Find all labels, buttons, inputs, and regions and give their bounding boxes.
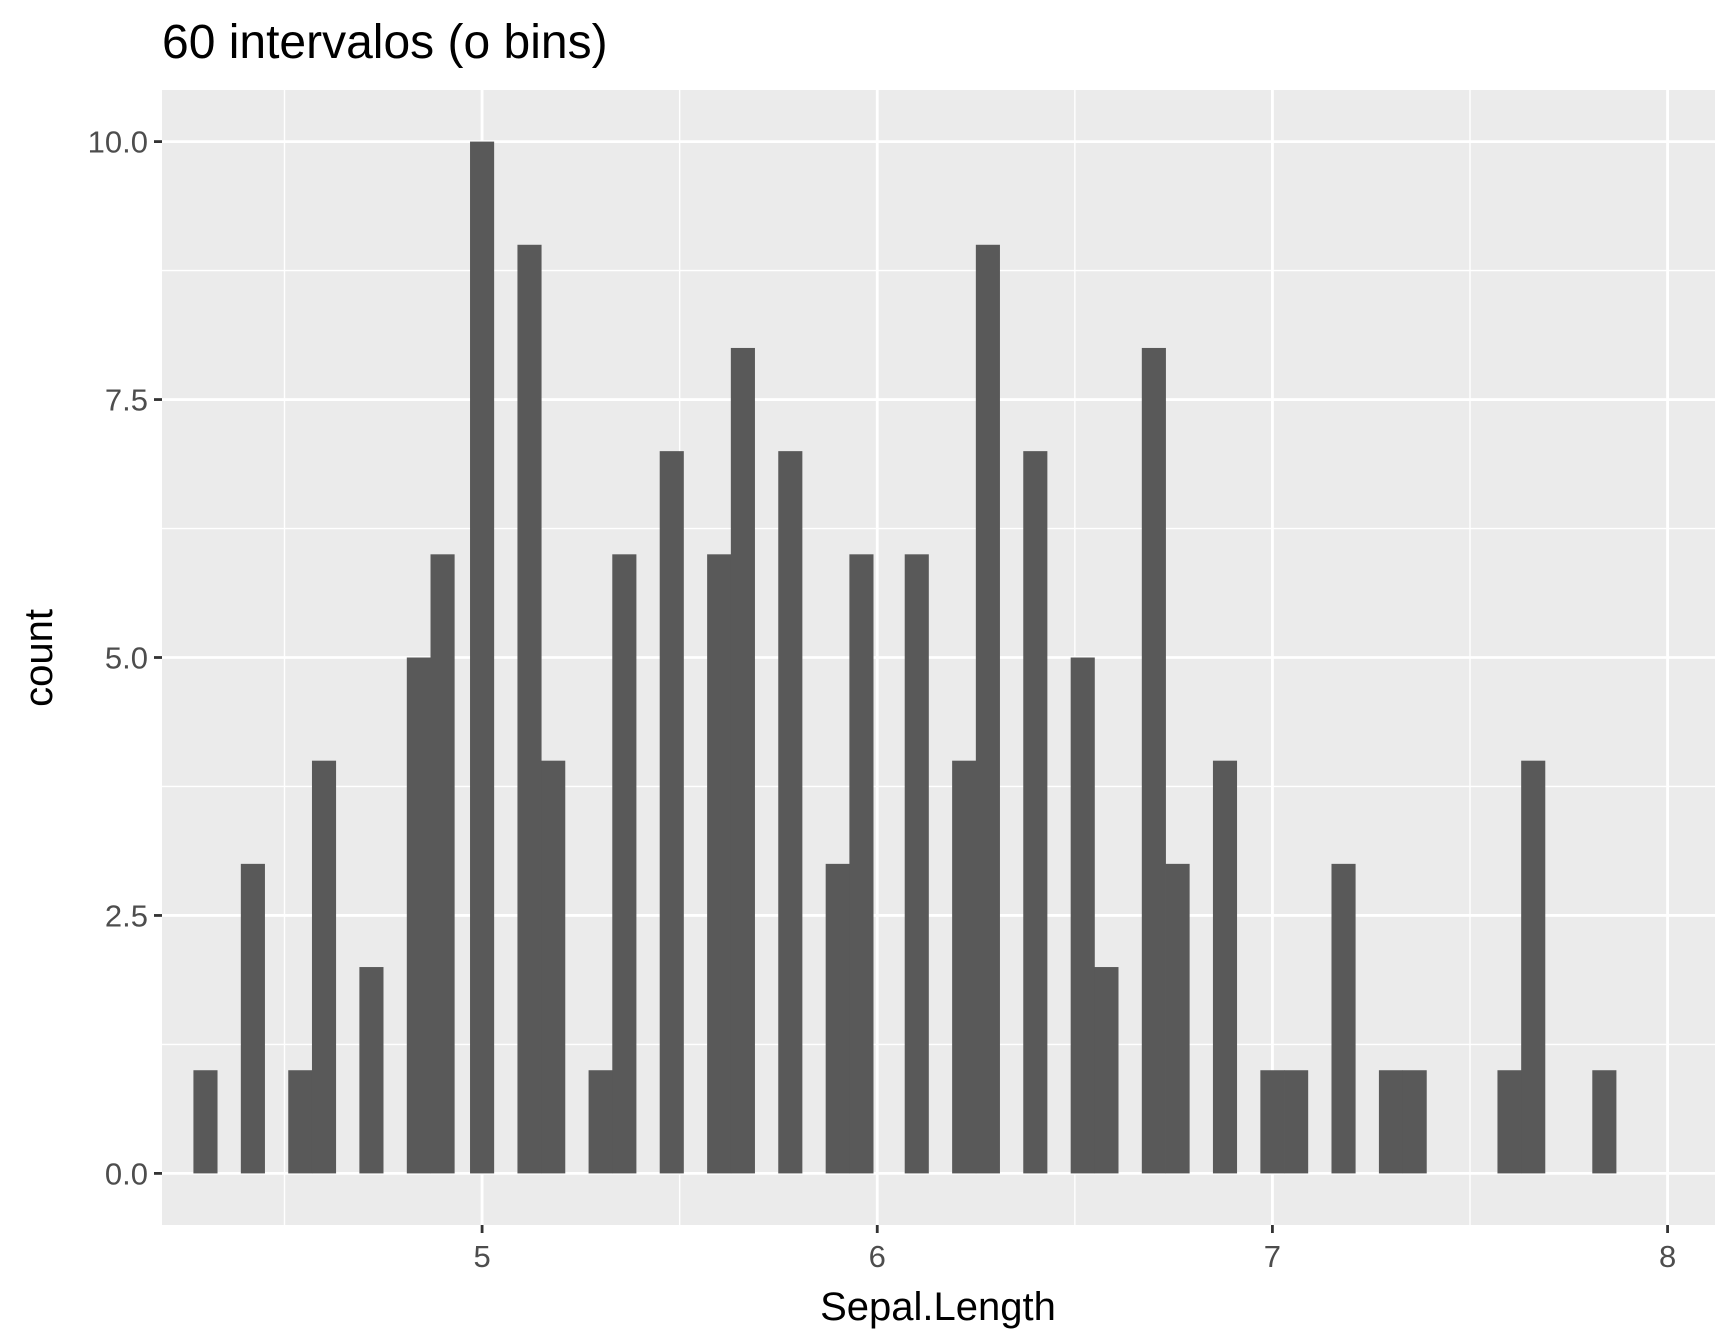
- histogram-bar: [588, 1070, 613, 1174]
- histogram-bar: [1331, 863, 1356, 1174]
- histogram-bar: [359, 967, 384, 1174]
- histogram-bar: [288, 1070, 313, 1174]
- histogram-bar: [825, 863, 850, 1174]
- histogram-bar: [1521, 760, 1546, 1174]
- axis-ticks: 5 6 7 8 0.0 2.5 5.0 7.5 10.0: [88, 125, 1677, 1274]
- histogram-bar: [778, 451, 803, 1174]
- histogram-bars: [193, 141, 1617, 1174]
- histogram-bar: [730, 347, 755, 1174]
- histogram-bar: [612, 554, 637, 1174]
- histogram-bar: [541, 760, 566, 1174]
- histogram-bar: [1378, 1070, 1404, 1174]
- histogram-bar: [707, 554, 732, 1174]
- histogram-bar: [1023, 451, 1048, 1174]
- histogram-bar: [1165, 863, 1190, 1174]
- histogram-bar: [406, 657, 431, 1174]
- y-tick-label: 0.0: [105, 1156, 148, 1191]
- y-tick-label: 2.5: [105, 898, 148, 933]
- histogram-bar: [430, 554, 455, 1174]
- histogram-bar: [1284, 1070, 1309, 1174]
- histogram-bar: [311, 760, 337, 1174]
- x-axis-title: Sepal.Length: [820, 1285, 1056, 1329]
- histogram-bar: [1592, 1070, 1617, 1174]
- x-tick-label: 8: [1659, 1239, 1676, 1274]
- histogram-bar: [470, 141, 495, 1174]
- histogram-bar: [240, 863, 265, 1174]
- histogram-bar: [659, 451, 684, 1174]
- y-axis-title: count: [17, 609, 61, 707]
- histogram-bar: [849, 554, 874, 1174]
- histogram-bar: [975, 244, 1000, 1174]
- y-tick-label: 5.0: [105, 641, 148, 676]
- histogram-bar: [193, 1070, 218, 1174]
- histogram-bar: [1402, 1070, 1427, 1174]
- histogram-bar: [1212, 760, 1238, 1174]
- histogram-bar: [1141, 347, 1166, 1174]
- histogram-bar: [1497, 1070, 1522, 1174]
- histogram-bar: [517, 244, 542, 1174]
- chart-title: 60 intervalos (o bins): [162, 16, 608, 69]
- histogram-bar: [1070, 657, 1095, 1174]
- histogram-bar: [1260, 1070, 1285, 1174]
- histogram-bar: [904, 554, 929, 1174]
- x-tick-label: 5: [473, 1239, 490, 1274]
- y-tick-label: 10.0: [88, 125, 148, 160]
- x-tick-label: 7: [1264, 1239, 1281, 1274]
- histogram-bar: [952, 760, 977, 1174]
- x-tick-label: 6: [869, 1239, 886, 1274]
- histogram-bar: [1094, 967, 1119, 1174]
- y-tick-label: 7.5: [105, 383, 148, 418]
